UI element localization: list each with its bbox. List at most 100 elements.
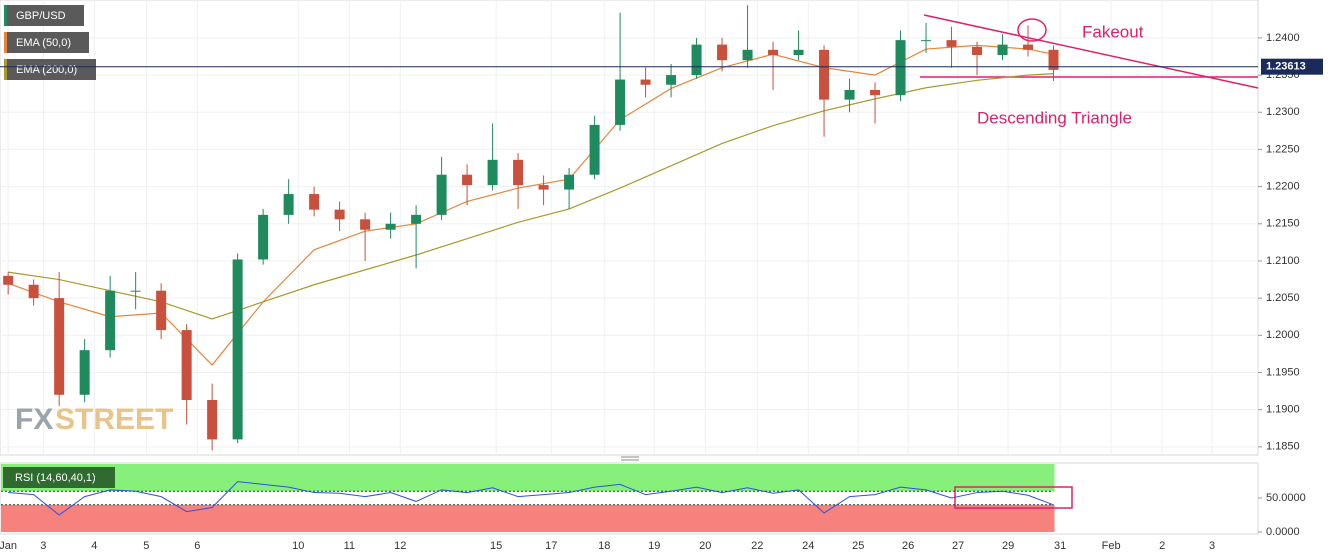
candle-body [640, 79, 651, 85]
y-tick-label: 1.2300 [1266, 106, 1300, 118]
x-tick-label: 22 [751, 540, 763, 552]
candle-body [232, 259, 243, 440]
x-tick-label: 20 [699, 540, 711, 552]
candle-body [742, 49, 753, 61]
candle-body [309, 194, 320, 210]
candle-body [487, 159, 498, 186]
candle-body [921, 40, 932, 42]
x-tick-label: 12 [394, 540, 406, 552]
x-tick-label: 3 [40, 540, 46, 552]
price-panel [0, 0, 1259, 456]
candle-body [895, 40, 906, 96]
candle-body [972, 46, 983, 56]
legend-swatch [4, 32, 7, 53]
x-tick-label: 6 [194, 540, 200, 552]
y-tick-label: 1.2000 [1266, 329, 1300, 341]
candle-body [130, 290, 141, 292]
x-tick-label: 27 [952, 540, 964, 552]
y-tick-label: 1.2050 [1266, 292, 1300, 304]
x-tick-label: 15 [490, 540, 502, 552]
x-tick-label: 10 [292, 540, 304, 552]
candle-body [54, 298, 65, 395]
last-price-label: 1.23613 [1266, 61, 1306, 73]
last-price-tag [1261, 58, 1323, 75]
x-tick-label: 4 [91, 540, 97, 552]
candle-body [207, 399, 218, 440]
legend-swatch [4, 5, 7, 26]
annotation: Descending Triangle [977, 108, 1132, 127]
candle-body [28, 284, 39, 299]
candle-body [870, 89, 881, 96]
y-tick-label: 50.0000 [1266, 492, 1306, 504]
y-tick-label: 1.2200 [1266, 181, 1300, 193]
candle-body [691, 44, 702, 76]
candle-body [181, 330, 192, 400]
legend-label: EMA (200,0) [16, 64, 77, 76]
x-tick-label: 19 [648, 540, 660, 552]
candle-body [793, 49, 804, 56]
candle-body [819, 49, 830, 100]
candle-body [3, 275, 14, 285]
candle-body [385, 223, 396, 230]
trend-line [923, 14, 1259, 89]
candle-body [946, 40, 957, 47]
candle-body [156, 290, 167, 331]
watermark: FX [15, 403, 53, 436]
y-tick-label: 1.2150 [1266, 218, 1300, 230]
upper-band [1, 464, 1055, 492]
y-tick-label: 1.1900 [1266, 404, 1300, 416]
under-layer [0, 0, 1258, 532]
lower-band [1, 504, 1055, 532]
candle-body [436, 174, 447, 215]
legend-label: GBP/USD [16, 10, 66, 22]
candle-body [283, 194, 294, 215]
watermark: STREET [55, 403, 173, 436]
y-tick-label: 1.2400 [1266, 32, 1300, 44]
y-tick-label: 1.2250 [1266, 143, 1300, 155]
candle-body [105, 290, 116, 351]
candle-body [768, 49, 779, 56]
y-tick-label: 0.0000 [1266, 526, 1300, 538]
candle-body [79, 350, 90, 395]
x-tick-label: 17 [545, 540, 557, 552]
x-tick-label: 25 [852, 540, 864, 552]
x-tick-label: 11 [344, 540, 355, 552]
x-tick-label: 26 [902, 540, 914, 552]
y-tick-label: 1.1950 [1266, 366, 1300, 378]
x-tick-label: 29 [1002, 540, 1014, 552]
legend-label: EMA (50,0) [16, 37, 71, 49]
rsi-title-box [3, 467, 115, 488]
candle-body [564, 174, 575, 190]
y-tick-label: 1.1850 [1266, 441, 1300, 453]
candle-body [589, 124, 600, 175]
x-tick-label: 31 [1054, 540, 1066, 552]
x-tick-label: Feb [1102, 540, 1121, 552]
y-tick-label: 1.2100 [1266, 255, 1300, 267]
candle-body [1023, 44, 1034, 50]
annotation: Fakeout [1082, 22, 1144, 41]
candle-body [258, 214, 269, 260]
legend-box [4, 59, 96, 80]
candle-body [615, 79, 626, 125]
rsi-line [8, 481, 1054, 516]
x-tick-label: 5 [143, 540, 149, 552]
candle-body [334, 209, 345, 220]
candle-body [411, 214, 422, 224]
candle-body [1048, 49, 1059, 70]
x-tick-label: 2 [1159, 540, 1165, 552]
candle-body [513, 159, 524, 186]
x-tick-label: 3 [1209, 540, 1215, 552]
legend-box [4, 5, 84, 26]
legend-box [4, 32, 89, 53]
rsi-title: RSI (14,60,40,1) [15, 472, 96, 484]
candle-body [538, 185, 549, 190]
x-tick-label: 18 [598, 540, 610, 552]
candle-body [997, 44, 1008, 56]
x-tick-label: 24 [802, 540, 814, 552]
candle-body [717, 44, 728, 61]
candle-body [360, 219, 371, 230]
legend-swatch [4, 59, 7, 80]
candle-body [462, 174, 473, 186]
candle-body [844, 89, 855, 100]
